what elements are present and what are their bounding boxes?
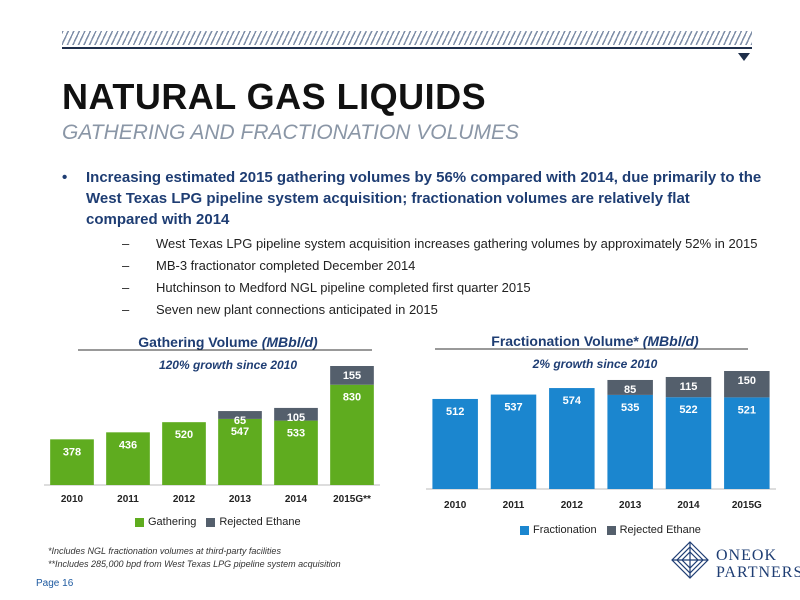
oneok-logo-icon — [671, 541, 709, 579]
bar-rejected-ethane — [665, 376, 712, 398]
bar-primary — [106, 432, 150, 485]
x-tick-label: 2013 — [619, 500, 642, 511]
page-number: Page 16 — [36, 578, 74, 589]
bar-rejected-ethane — [607, 379, 653, 395]
data-label: 436 — [119, 439, 137, 451]
x-tick-label: 2012 — [561, 500, 584, 511]
data-label: 537 — [504, 402, 522, 414]
bar-rejected-ethane — [218, 411, 262, 419]
chart-subtitle: 2% growth since 2010 — [532, 357, 658, 371]
legend-swatch-fractionation — [520, 525, 529, 535]
bullet-dot: • — [62, 169, 68, 186]
footnote: *Includes NGL fractionation volumes at t… — [48, 546, 281, 556]
chart-subtitle: 120% growth since 2010 — [159, 358, 297, 372]
bar-primary — [274, 420, 318, 485]
bar-rejected-ethane — [724, 371, 770, 398]
legend-label-fractionation: Fractionation — [533, 524, 597, 536]
bar-primary — [50, 439, 94, 485]
bar-primary — [607, 394, 653, 489]
bar-primary — [549, 388, 595, 489]
legend-swatch-rejected — [206, 517, 216, 527]
legend-swatch-gathering — [135, 517, 144, 527]
x-tick-label: 2015G — [732, 500, 762, 511]
bullet-list: • Increasing estimated 2015 gathering vo… — [62, 167, 762, 321]
x-tick-label: 2010 — [444, 500, 467, 511]
sub-bullet: – Hutchinson to Medford NGL pipeline comp… — [122, 280, 531, 295]
page-subtitle: GATHERING AND FRACTIONATION VOLUMES — [62, 121, 519, 144]
data-label: 115 — [680, 381, 698, 393]
sub-bullet: – West Texas LPG pipeline system acquisit… — [122, 236, 758, 251]
main-bullet-text: Increasing estimated 2015 gathering volu… — [86, 169, 762, 228]
data-label: 85 — [624, 384, 636, 396]
bar-rejected-ethane — [274, 407, 318, 421]
logo-line2: PARTNERS — [716, 564, 800, 581]
x-tick-label: 2010 — [61, 494, 84, 505]
data-label: 105 — [287, 412, 305, 424]
logo-line1: ONEOK — [716, 547, 777, 564]
bar-primary — [162, 422, 206, 485]
data-label: 65 — [234, 415, 246, 427]
fractionation-legend: Fractionation Rejected Ethane — [520, 524, 701, 536]
legend-label-gathering: Gathering — [148, 516, 197, 528]
data-label: 521 — [738, 404, 756, 416]
legend-swatch-rejected — [606, 525, 616, 535]
gathering-legend: Gathering Rejected Ethane — [135, 516, 301, 528]
data-label: 378 — [63, 446, 81, 458]
data-label: 150 — [738, 375, 756, 387]
sub-bullet: – MB-3 fractionator completed December 20… — [122, 258, 416, 273]
bar-primary — [330, 384, 374, 485]
x-tick-label: 2013 — [229, 494, 252, 505]
data-label: 830 — [343, 392, 361, 404]
bar-primary — [724, 397, 770, 489]
footnote: **Includes 285,000 bpd from West Texas L… — [48, 559, 341, 569]
bar-primary — [665, 397, 712, 489]
data-label: 535 — [621, 402, 639, 414]
bar-primary — [432, 398, 478, 489]
x-tick-label: 2011 — [503, 500, 525, 511]
chart-1: Fractionation Volume* (MBbl/d) 2% growth … — [426, 333, 776, 511]
x-tick-label: 2011 — [117, 494, 139, 505]
header-rule — [62, 47, 752, 49]
header-hatch-band — [62, 31, 752, 45]
chart-title: Fractionation Volume* (MBbl/d) — [491, 333, 699, 349]
sub-bullet: – Seven new plant connections anticipated… — [122, 302, 438, 317]
data-label: 574 — [563, 395, 582, 407]
data-label: 155 — [343, 370, 361, 382]
x-tick-label: 2015G** — [333, 494, 371, 505]
legend-label-rejected: Rejected Ethane — [219, 516, 301, 528]
triangle-marker-icon — [738, 53, 750, 61]
data-label: 520 — [175, 429, 193, 441]
data-label: 512 — [446, 406, 464, 418]
x-tick-label: 2014 — [677, 500, 700, 511]
data-label: 547 — [231, 426, 249, 438]
bar-primary — [490, 394, 537, 489]
main-bullet: • Increasing estimated 2015 gathering vo… — [62, 167, 762, 230]
page-title: NATURAL GAS LIQUIDS — [62, 76, 487, 117]
legend-label-rejected: Rejected Ethane — [619, 524, 701, 536]
x-tick-label: 2012 — [173, 494, 196, 505]
bar-primary — [218, 418, 262, 485]
data-label: 522 — [679, 404, 697, 416]
chart-0: Gathering Volume (MBbl/d) 120% growth sin… — [44, 334, 380, 505]
data-label: 533 — [287, 428, 305, 440]
bar-rejected-ethane — [330, 366, 374, 385]
chart-title: Gathering Volume (MBbl/d) — [138, 334, 318, 350]
x-tick-label: 2014 — [285, 494, 308, 505]
